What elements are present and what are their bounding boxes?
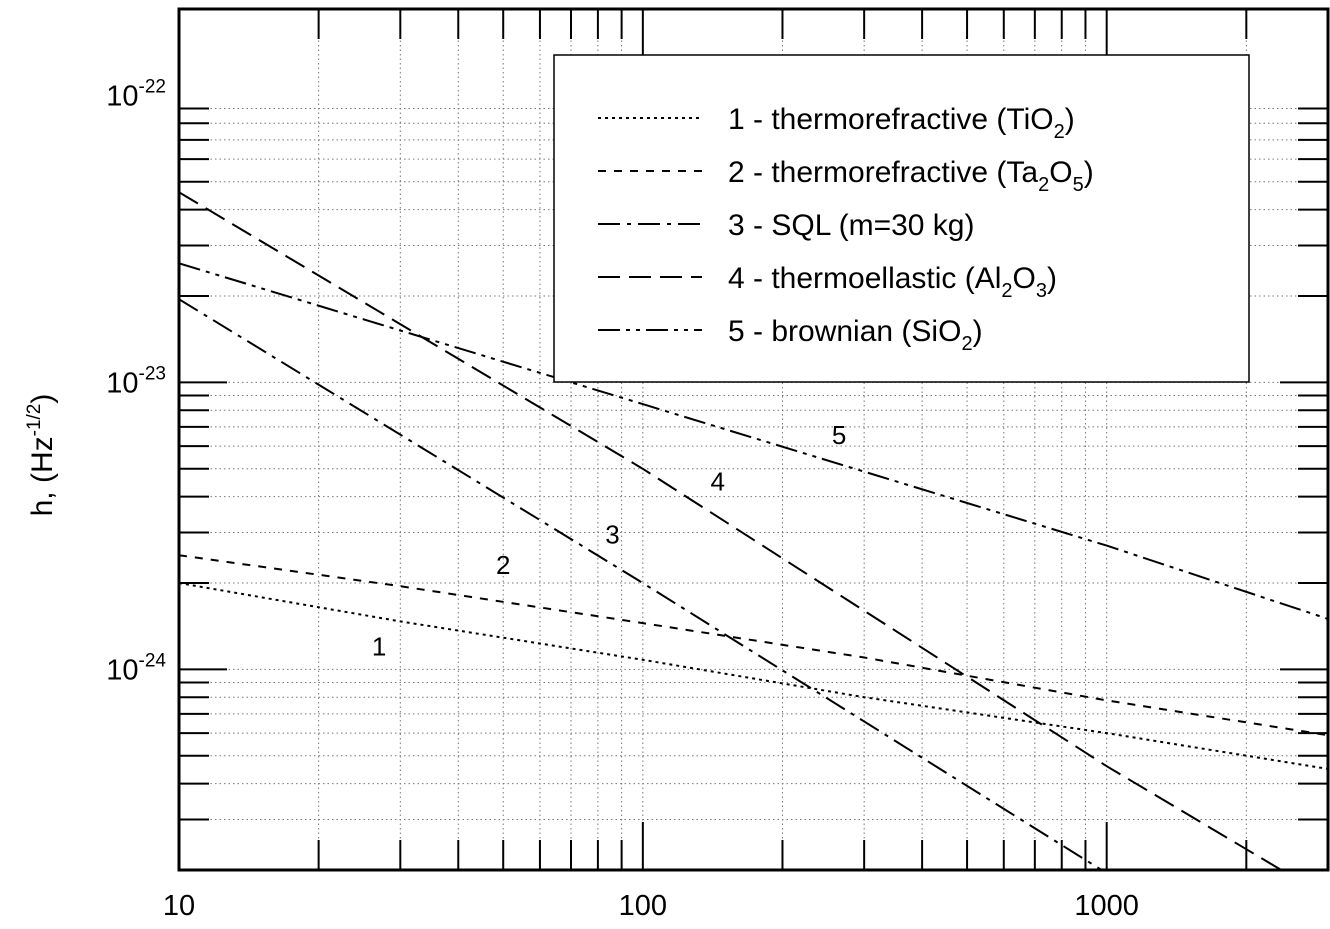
legend-entry-5: 5 - brownian (SiO2)	[728, 315, 983, 355]
series-label-3: 3	[605, 519, 619, 549]
legend-entry-2: 2 - thermorefractive (Ta2O5)	[728, 156, 1094, 196]
legend-entry-4: 4 - thermoellastic (Al2O3)	[728, 262, 1057, 302]
series-label-1: 1	[372, 631, 386, 661]
legend-entry-3: 3 - SQL (m=30 kg)	[728, 209, 974, 242]
y-tick-label: 10-24	[106, 650, 166, 686]
y-tick-label: 10-23	[106, 363, 166, 399]
series-label-4: 4	[710, 467, 724, 497]
x-tick-label: 10	[163, 890, 195, 922]
series-line-3	[179, 298, 1104, 870]
series-line-4	[179, 191, 1284, 870]
series-label-2: 2	[496, 550, 510, 580]
y-tick-label: 10-22	[106, 76, 166, 112]
plot-frame	[177, 7, 1330, 872]
legend-box	[553, 54, 1250, 383]
legend: 1 - thermorefractive (TiO2) 2 - thermoref…	[553, 54, 1250, 383]
x-tick-label: 1000	[1074, 890, 1139, 922]
series-line-1	[179, 582, 1328, 770]
x-tick-label: 100	[619, 890, 667, 922]
y-tick-labels: 10-22 10-23 10-24	[106, 76, 166, 686]
series-line-2	[179, 554, 1328, 737]
series-curves	[179, 191, 1328, 870]
y-axis-label: h, (Hz-1/2)	[24, 394, 59, 517]
legend-entry-1: 1 - thermorefractive (TiO2)	[728, 103, 1075, 143]
series-labels: 1 2 3 4 5	[372, 420, 847, 661]
x-tick-labels: 10 100 1000	[163, 890, 1139, 922]
series-label-5: 5	[832, 420, 846, 450]
axis-ticks	[178, 9, 1329, 871]
series-line-5	[179, 262, 1328, 620]
